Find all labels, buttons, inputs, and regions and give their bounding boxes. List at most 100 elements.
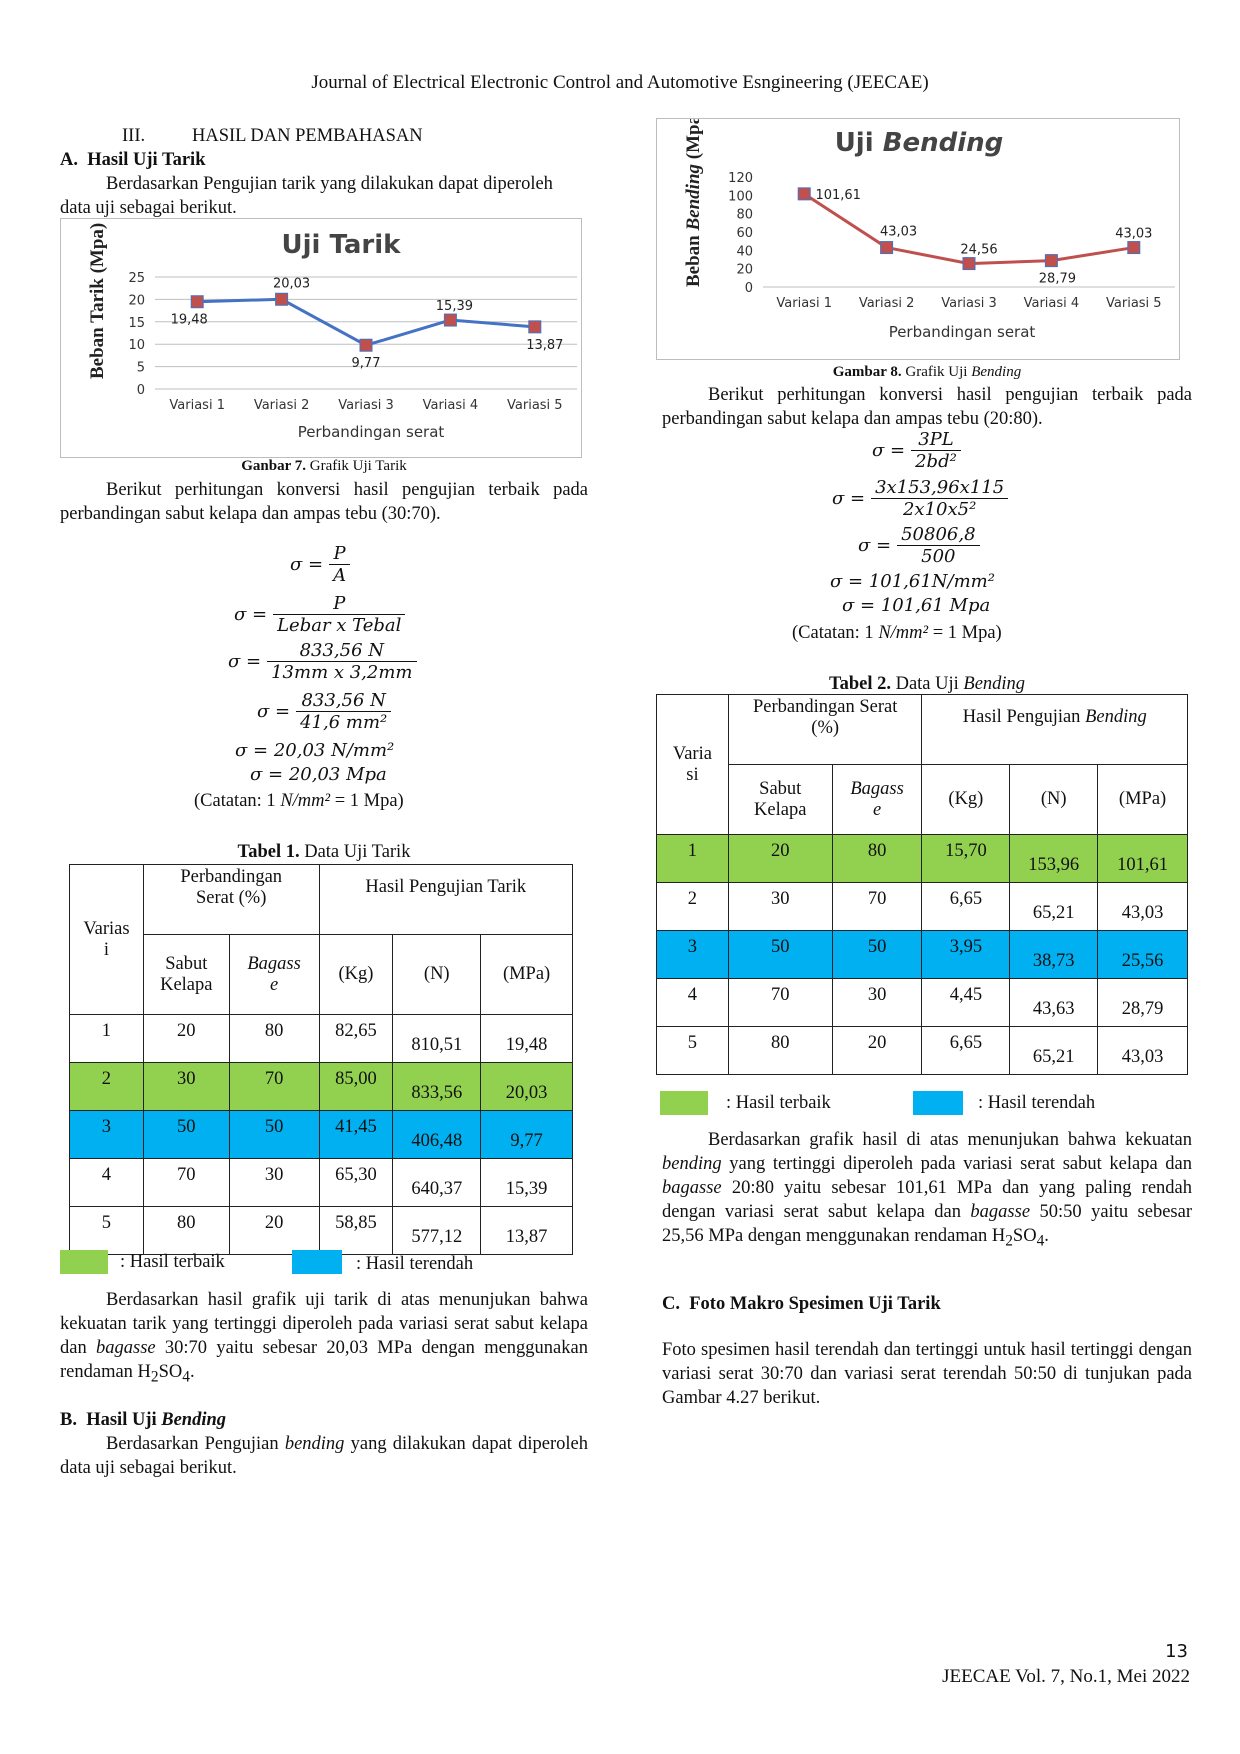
header-kg: (Kg) <box>318 934 394 1015</box>
section-heading: III. HASIL DAN PEMBAHASAN <box>122 126 423 146</box>
table-cell: 80 <box>228 1014 320 1063</box>
table-cell: 3,95 <box>921 930 1011 979</box>
header-sabut: Sabut Kelapa <box>727 764 833 835</box>
data-point <box>443 313 457 327</box>
chart-title: Uji Bending <box>835 128 1004 158</box>
subsection-a-heading: A. Hasil Uji Tarik <box>60 150 206 170</box>
table-cell: 833,56 <box>392 1062 482 1111</box>
data-point <box>190 295 204 309</box>
table-cell: 65,30 <box>318 1158 394 1207</box>
y-tick-label: 80 <box>736 208 753 223</box>
table-cell: 6,65 <box>921 1026 1011 1075</box>
table-cell: 70 <box>228 1062 320 1111</box>
y-tick-label: 20 <box>736 263 753 278</box>
data-label: 101,61 <box>815 188 861 203</box>
table-cell: 20 <box>228 1206 320 1255</box>
table-cell: 28,79 <box>1097 978 1188 1027</box>
table-cell: 19,48 <box>480 1014 573 1063</box>
chart-y-axis-label: Beban Tarik (Mpa) <box>87 223 108 379</box>
header-mpa: (MPa) <box>1097 764 1188 835</box>
conclusion-a-paragraph: Berdasarkan hasil grafik uji tarik di at… <box>60 1290 588 1386</box>
data-label: 9,77 <box>352 356 381 371</box>
table-cell: 20 <box>727 834 833 883</box>
data-point <box>359 338 373 352</box>
table-cell: 20,03 <box>480 1062 573 1111</box>
legend-best-swatch-2 <box>660 1091 708 1115</box>
conversion-note-a: (Catatan: 1 N/mm² = 1 Mpa) <box>194 791 404 811</box>
paragraph-c: Foto spesimen hasil terendah dan terting… <box>662 1340 1192 1408</box>
header-perbandingan: Perbandingan Serat (%) <box>727 694 923 765</box>
chart-x-axis-label: Perbandingan serat <box>298 423 445 441</box>
table-cell: 43,63 <box>1009 978 1099 1027</box>
chart-title: Uji Tarik <box>282 230 402 260</box>
table-row: 1 20 80 15,70 153,96 101,61 <box>656 834 1188 883</box>
table-cell: 43,03 <box>1097 1026 1188 1075</box>
header-mpa: (MPa) <box>480 934 573 1015</box>
conversion-a-paragraph: Berikut perhitungan konversi hasil pengu… <box>60 480 588 524</box>
table-cell: 1 <box>656 834 729 883</box>
table-cell: 1 <box>69 1014 144 1063</box>
y-tick-label: 0 <box>745 281 753 296</box>
data-point <box>962 257 976 271</box>
y-tick-label: 100 <box>728 189 753 204</box>
table-cell: 80 <box>727 1026 833 1075</box>
y-tick-label: 5 <box>137 361 145 376</box>
table-cell: 20 <box>831 1026 923 1075</box>
equation-a-6: σ = 20,03 Mpa <box>250 764 387 785</box>
table-cell: 15,70 <box>921 834 1011 883</box>
x-tick-label: Variasi 5 <box>1106 296 1162 311</box>
figure-8-caption: Gambar 8. Grafik Uji Bending <box>832 364 1022 380</box>
table-cell: 50 <box>831 930 923 979</box>
x-tick-label: Variasi 3 <box>338 398 394 413</box>
data-label: 43,03 <box>880 225 917 240</box>
table-cell: 3 <box>69 1110 144 1159</box>
conversion-b-paragraph: Berikut perhitungan konversi hasil pengu… <box>662 385 1192 429</box>
table-cell: 20 <box>142 1014 230 1063</box>
bending-chart-svg: Uji Bending Beban Bending (Mpa) Perbandi… <box>683 119 1175 341</box>
intro-a-paragraph: Berdasarkan Pengujian tarik yang dilakuk… <box>60 174 553 218</box>
table-2-caption: Tabel 2. Data Uji Bending <box>828 674 1026 694</box>
data-point <box>880 241 894 255</box>
data-label: 20,03 <box>273 276 310 291</box>
header-hasil: Hasil Pengujian Tarik <box>318 864 573 935</box>
table-cell: 70 <box>727 978 833 1027</box>
table-row: 5 80 20 58,85 577,12 13,87 <box>69 1206 573 1255</box>
table-cell: 50 <box>228 1110 320 1159</box>
data-label: 24,56 <box>960 243 997 258</box>
equation-b-2: σ = 3x153,96x115 2x10x5² <box>832 477 1009 520</box>
table-cell: 50 <box>142 1110 230 1159</box>
table-cell: 70 <box>831 882 923 931</box>
table-cell: 41,45 <box>318 1110 394 1159</box>
table-cell: 3 <box>656 930 729 979</box>
data-point <box>797 187 811 201</box>
figure-7-caption: Ganbar 7. Grafik Uji Tarik <box>241 458 407 474</box>
table-cell: 2 <box>656 882 729 931</box>
equation-b-5: σ = 101,61 Mpa <box>842 595 991 616</box>
y-tick-label: 25 <box>128 271 145 286</box>
table-cell: 58,85 <box>318 1206 394 1255</box>
table-row: 4 70 30 4,45 43,63 28,79 <box>656 978 1188 1027</box>
table-cell: 38,73 <box>1009 930 1099 979</box>
data-point <box>528 320 542 334</box>
subsection-b-heading: B. Hasil Uji Bending <box>60 1410 227 1430</box>
legend-best-label: : Hasil terbaik <box>120 1252 225 1272</box>
table-cell: 43,03 <box>1097 882 1188 931</box>
table-cell: 4,45 <box>921 978 1011 1027</box>
table-cell: 640,37 <box>392 1158 482 1207</box>
equation-a-2: σ = P Lebar x Tebal <box>234 593 406 636</box>
equation-a-5: σ = 20,03 N/mm² <box>235 740 395 761</box>
table-cell: 9,77 <box>480 1110 573 1159</box>
bending-chart: Uji Bending Beban Bending (Mpa) Perbandi… <box>656 118 1180 360</box>
table-cell: 82,65 <box>318 1014 394 1063</box>
equation-b-3: σ = 50806,8 500 <box>858 524 980 567</box>
table-cell: 85,00 <box>318 1062 394 1111</box>
data-label: 15,39 <box>436 299 473 314</box>
table-cell: 5 <box>69 1206 144 1255</box>
equation-b-1: σ = 3PL 2bd² <box>872 429 961 472</box>
table-cell: 30 <box>142 1062 230 1111</box>
table-row: 1 20 80 82,65 810,51 19,48 <box>69 1014 573 1063</box>
table-1: Varias i Perbandingan Serat (%) Hasil Peng… <box>69 864 573 1255</box>
data-label: 13,87 <box>526 338 563 353</box>
data-label: 43,03 <box>1115 227 1152 242</box>
